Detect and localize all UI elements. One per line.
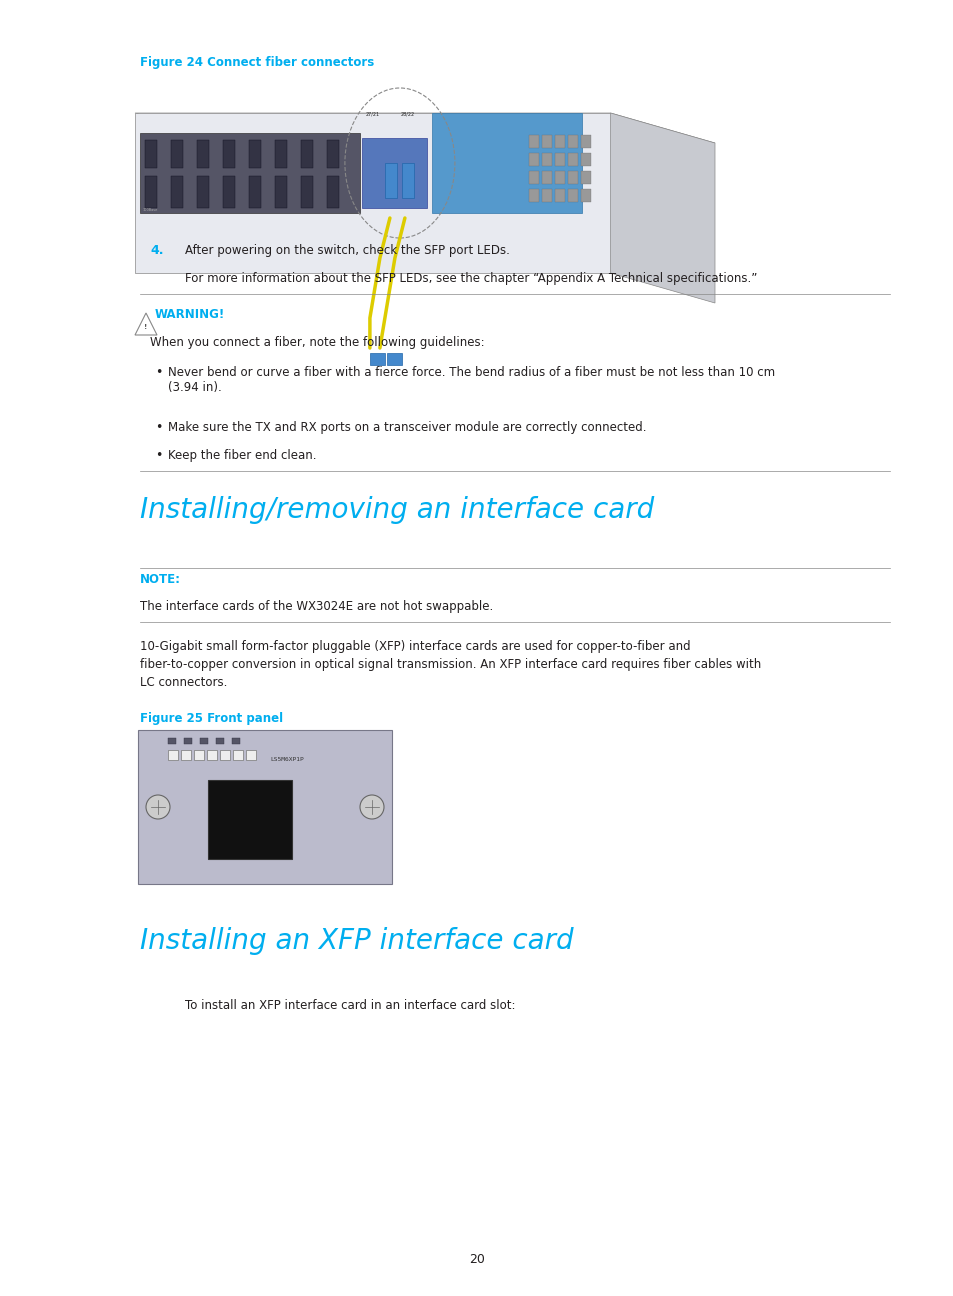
Circle shape — [359, 794, 384, 819]
FancyBboxPatch shape — [208, 780, 292, 859]
Text: 28/22: 28/22 — [400, 111, 415, 117]
Bar — [215, 737, 224, 744]
FancyBboxPatch shape — [140, 133, 360, 213]
Bar — [580, 171, 591, 184]
Bar — [249, 140, 260, 168]
Bar — [300, 176, 313, 207]
Bar — [555, 135, 565, 148]
Text: 27/21: 27/21 — [365, 111, 379, 117]
Bar — [568, 153, 578, 166]
Bar — [384, 163, 396, 198]
Bar — [196, 176, 209, 207]
Bar — [223, 176, 234, 207]
Bar — [233, 750, 243, 759]
Text: !: ! — [144, 324, 148, 330]
Text: Never bend or curve a fiber with a fierce force. The bend radius of a fiber must: Never bend or curve a fiber with a fierc… — [168, 365, 774, 394]
Bar — [401, 163, 414, 198]
Bar — [193, 750, 204, 759]
Bar — [300, 140, 313, 168]
Bar — [274, 140, 286, 168]
Text: 100Base: 100Base — [143, 207, 158, 213]
Bar — [200, 737, 208, 744]
Bar — [220, 750, 230, 759]
Bar — [249, 176, 260, 207]
Bar — [196, 140, 209, 168]
Circle shape — [146, 794, 170, 819]
Bar — [171, 176, 183, 207]
Bar — [184, 737, 192, 744]
Text: 20: 20 — [469, 1253, 484, 1266]
Text: 10-Gigabit small form-factor pluggable (XFP) interface cards are used for copper: 10-Gigabit small form-factor pluggable (… — [140, 640, 760, 689]
Bar — [580, 135, 591, 148]
Text: NOTE:: NOTE: — [140, 573, 181, 586]
Text: 4.: 4. — [150, 244, 163, 257]
Bar — [542, 171, 552, 184]
Bar — [326, 140, 338, 168]
Bar — [568, 171, 578, 184]
Bar — [168, 737, 175, 744]
Bar — [568, 135, 578, 148]
Text: •: • — [154, 448, 162, 461]
Bar — [432, 113, 581, 213]
Text: •: • — [154, 365, 162, 378]
Bar — [145, 176, 157, 207]
Text: When you connect a fiber, note the following guidelines:: When you connect a fiber, note the follo… — [150, 336, 484, 349]
Text: After powering on the switch, check the SFP port LEDs.: After powering on the switch, check the … — [185, 244, 509, 257]
Text: •: • — [154, 421, 162, 434]
Bar — [529, 189, 538, 202]
Bar — [168, 750, 178, 759]
Text: Keep the fiber end clean.: Keep the fiber end clean. — [168, 448, 316, 461]
Bar — [542, 153, 552, 166]
Bar — [529, 135, 538, 148]
Bar — [529, 171, 538, 184]
Text: For more information about the SFP LEDs, see the chapter “Appendix A Technical s: For more information about the SFP LEDs,… — [185, 272, 757, 285]
Text: Make sure the TX and RX ports on a transceiver module are correctly connected.: Make sure the TX and RX ports on a trans… — [168, 421, 646, 434]
Polygon shape — [610, 113, 714, 303]
Bar — [207, 750, 216, 759]
Bar — [387, 353, 401, 365]
Bar — [542, 189, 552, 202]
Bar — [246, 750, 255, 759]
Text: Installing/removing an interface card: Installing/removing an interface card — [140, 496, 654, 524]
Bar — [555, 189, 565, 202]
Bar — [326, 176, 338, 207]
Bar — [529, 153, 538, 166]
Bar — [232, 737, 240, 744]
Bar — [181, 750, 191, 759]
Bar — [362, 137, 427, 207]
Bar — [555, 153, 565, 166]
Text: WARNING!: WARNING! — [154, 308, 225, 321]
Text: LS5M6XP1P: LS5M6XP1P — [270, 757, 303, 762]
Polygon shape — [135, 113, 714, 143]
Bar — [145, 140, 157, 168]
Text: Figure 24 Connect fiber connectors: Figure 24 Connect fiber connectors — [140, 56, 374, 69]
Text: To install an XFP interface card in an interface card slot:: To install an XFP interface card in an i… — [185, 999, 515, 1012]
Bar — [274, 176, 286, 207]
Bar — [555, 171, 565, 184]
Bar — [370, 353, 384, 365]
Text: Figure 25 Front panel: Figure 25 Front panel — [140, 712, 283, 724]
Bar — [568, 189, 578, 202]
Bar — [171, 140, 183, 168]
Polygon shape — [135, 113, 610, 273]
Bar — [542, 135, 552, 148]
Text: The interface cards of the WX3024E are not hot swappable.: The interface cards of the WX3024E are n… — [140, 600, 493, 613]
Text: Installing an XFP interface card: Installing an XFP interface card — [140, 927, 573, 955]
Bar — [580, 153, 591, 166]
Bar — [223, 140, 234, 168]
FancyBboxPatch shape — [138, 730, 392, 884]
Bar — [580, 189, 591, 202]
